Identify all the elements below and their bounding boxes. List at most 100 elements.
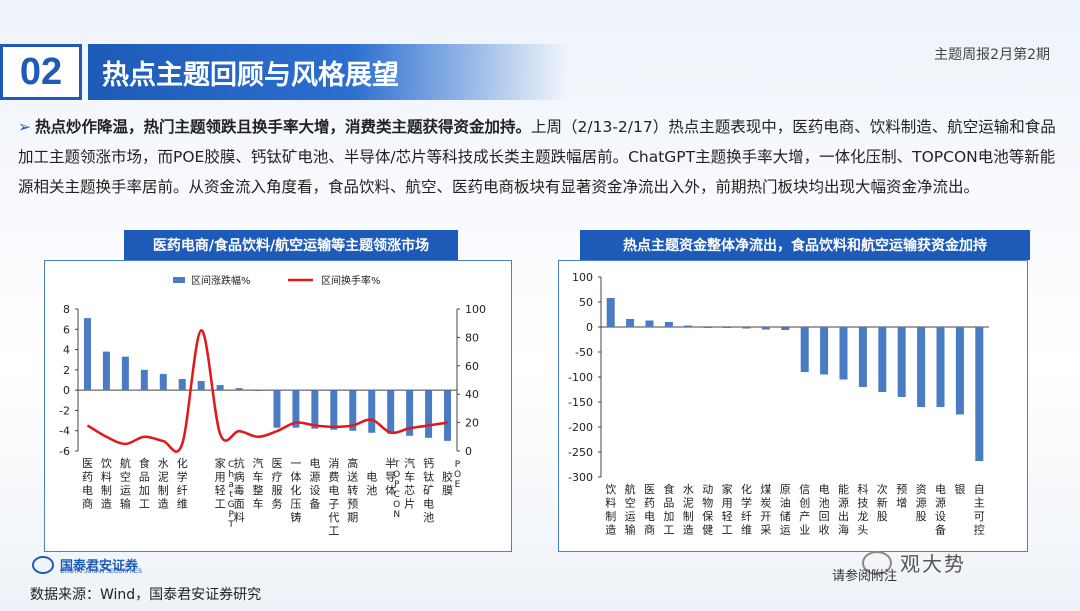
right-y-tick-label: 20 bbox=[465, 417, 479, 430]
left-y-tick-label: -4 bbox=[59, 425, 70, 438]
summary-bullet: ➢ 热点炒作降温，热门主题领跌且换手率大增，消费类主题获得资金加持。上周（2/13… bbox=[18, 112, 1058, 202]
x-tick-label: 信创产业 bbox=[799, 483, 810, 537]
left-y-tick-label: 8 bbox=[63, 303, 70, 316]
bar bbox=[645, 320, 654, 327]
left-chart-title: 医药电商/食品饮料/航空运输等主题领涨市场 bbox=[124, 230, 458, 260]
bar bbox=[83, 318, 91, 391]
watermark: 观大势 bbox=[900, 552, 966, 576]
x-tick-label: 科技龙头 bbox=[857, 482, 868, 537]
bar bbox=[703, 327, 712, 328]
legend-line-label: 区间换手率% bbox=[321, 274, 381, 287]
bar bbox=[406, 390, 414, 436]
legend-bar-swatch bbox=[173, 277, 185, 283]
bar bbox=[349, 390, 357, 431]
summary-headline: 热点炒作降温，热门主题领跌且换手率大增，消费类主题获得资金加持。 bbox=[35, 118, 532, 136]
turnover-line bbox=[86, 329, 448, 453]
left-y-tick-label: 6 bbox=[63, 323, 70, 336]
x-tick-label: POE 胶膜 bbox=[433, 460, 463, 497]
x-tick-label: 资源股 bbox=[916, 483, 927, 523]
x-tick-label: 食品加工 bbox=[663, 482, 674, 537]
wechat-icon bbox=[862, 551, 892, 575]
y-tick-label: -50 bbox=[575, 346, 593, 359]
disclaimer: 请参阅附注 bbox=[832, 569, 898, 584]
x-tick-label: 医疗服务 bbox=[271, 457, 282, 511]
x-tick-label: 次新股 bbox=[877, 482, 888, 523]
bar bbox=[917, 327, 926, 407]
bullet-arrow-icon: ➢ bbox=[18, 118, 31, 136]
company-logo: 国泰君安证券 GUOTAI JUNAN SECURITIES bbox=[32, 555, 142, 575]
x-tick-label: 高送转预期 bbox=[347, 456, 358, 524]
section-number: 02 bbox=[0, 44, 82, 100]
bar bbox=[800, 327, 809, 372]
x-tick-label: 饮料制造 bbox=[605, 483, 616, 537]
x-tick-label: 航空运输 bbox=[625, 482, 636, 537]
bar bbox=[368, 390, 376, 433]
bar bbox=[235, 388, 243, 391]
bar bbox=[626, 319, 635, 327]
bar bbox=[936, 327, 945, 407]
header: 02 热点主题回顾与风格展望 主题周报2月第2期 bbox=[0, 0, 1080, 110]
bar bbox=[292, 390, 300, 428]
bar bbox=[330, 390, 338, 430]
right-chart-panel: 100 50 0 -50 -100 -150 -200 -250 -300 饮料制造 航空运输 医药电… bbox=[558, 260, 1028, 552]
bar bbox=[975, 327, 984, 461]
x-tick-label: 水泥制造 bbox=[683, 483, 694, 537]
bar bbox=[216, 385, 224, 391]
x-tick-label: 自主可控 bbox=[974, 483, 985, 537]
x-tick-label: 煤炭开采 bbox=[760, 483, 771, 537]
logo-icon bbox=[32, 555, 54, 574]
bar bbox=[159, 373, 167, 391]
issue-label: 主题周报2月第2期 bbox=[934, 47, 1050, 63]
x-tick-label: 抗病毒面料 bbox=[234, 456, 245, 524]
bar bbox=[121, 356, 129, 391]
right-chart-title: 热点主题资金整体净流出，食品饮料和航空运输获资金加持 bbox=[580, 230, 1030, 260]
x-tick-label: 钙钛矿电池 bbox=[423, 456, 434, 524]
bar bbox=[878, 327, 887, 392]
bar bbox=[955, 327, 964, 415]
bar bbox=[858, 327, 867, 387]
bar bbox=[897, 327, 906, 397]
x-tick-label: 航空运输 bbox=[120, 456, 131, 511]
y-tick-label: -150 bbox=[568, 396, 593, 409]
bar bbox=[820, 327, 829, 375]
x-tick-label: 电源设备 bbox=[309, 457, 320, 511]
x-tick-label: 医药电商 bbox=[644, 483, 655, 537]
bar bbox=[781, 327, 790, 330]
x-tick-label: 汽车整车 bbox=[253, 456, 264, 511]
right-y-tick-label: 60 bbox=[465, 360, 479, 373]
right-y-tick-label: 40 bbox=[465, 388, 479, 401]
bar bbox=[664, 322, 673, 327]
x-tick-label: 化学纤维 bbox=[177, 456, 188, 511]
legend-bar-label: 区间涨跌幅% bbox=[191, 274, 251, 287]
right-y-tick-label: 80 bbox=[465, 331, 479, 344]
x-tick-label: 半导体 bbox=[385, 456, 396, 497]
x-tick-label: 电源设备 bbox=[935, 483, 946, 537]
bar bbox=[742, 327, 751, 329]
left-y-tick-label: -6 bbox=[59, 445, 70, 458]
left-y-tick-label: 2 bbox=[63, 364, 70, 377]
y-tick-label: -250 bbox=[568, 446, 593, 459]
section-title: 热点主题回顾与风格展望 bbox=[88, 44, 568, 100]
y-tick-label: -100 bbox=[568, 371, 593, 384]
bar bbox=[839, 327, 848, 380]
x-tick-label: 动物保健 bbox=[702, 483, 713, 537]
right-y-tick-label: 0 bbox=[465, 445, 472, 458]
bar bbox=[684, 325, 693, 327]
bar bbox=[273, 390, 281, 428]
x-tick-label: 预增 bbox=[896, 483, 907, 510]
bar bbox=[311, 390, 319, 429]
x-tick-label: 汽车芯片 bbox=[404, 456, 415, 511]
logo-text: 国泰君安证券 bbox=[60, 559, 139, 574]
y-tick-label: -200 bbox=[568, 421, 593, 434]
x-tick-label: 电池回收 bbox=[819, 483, 830, 537]
x-tick-label: 水泥制造 bbox=[158, 457, 169, 511]
summary-text: 上周（2/13-2/17）热点主题表现中，医药电商、饮料制造、航空运输和食品加工… bbox=[18, 118, 1056, 196]
x-tick-label: 饮料制造 bbox=[101, 457, 112, 511]
x-tick-label: 能源出海 bbox=[838, 482, 849, 537]
x-tick-label: 银 bbox=[954, 482, 965, 496]
logo-subtext: GUOTAI JUNAN SECURITIES bbox=[60, 569, 142, 575]
x-tick-label: 原油储运 bbox=[780, 483, 791, 537]
left-y-tick-label: 4 bbox=[63, 344, 70, 357]
x-tick-label: 化学纤维 bbox=[741, 482, 752, 537]
x-tick-label: 一体化压铸 bbox=[290, 457, 301, 524]
